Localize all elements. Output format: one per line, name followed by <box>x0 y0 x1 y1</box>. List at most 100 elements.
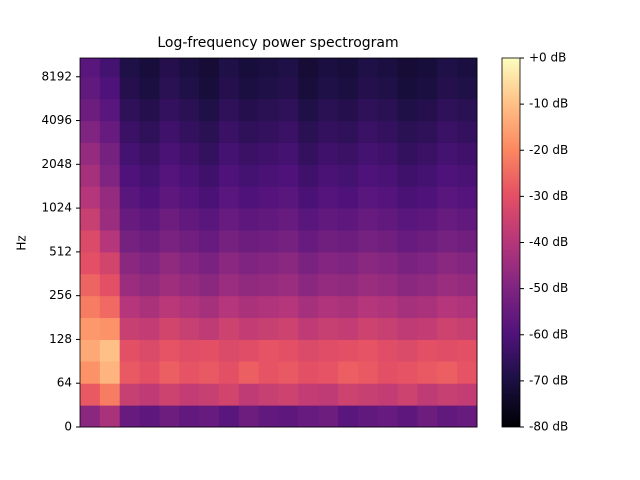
cell <box>218 383 240 406</box>
cell <box>159 120 180 143</box>
cell <box>99 273 121 297</box>
cell <box>338 142 359 165</box>
cell <box>338 273 359 297</box>
cell <box>159 76 180 100</box>
cell <box>397 360 418 384</box>
cell <box>457 251 478 275</box>
cell <box>278 317 299 340</box>
cell <box>417 229 438 253</box>
cell <box>437 98 458 122</box>
cell <box>80 273 101 297</box>
cell <box>99 360 121 384</box>
cell <box>318 186 339 209</box>
cell <box>119 295 141 319</box>
cell <box>99 58 121 78</box>
cell <box>278 360 299 384</box>
cell <box>179 229 200 253</box>
cell <box>119 383 141 406</box>
cell <box>218 295 240 319</box>
cell <box>99 98 121 122</box>
y-axis-label: Hz <box>15 235 29 250</box>
cell <box>338 208 359 231</box>
cell <box>397 405 418 428</box>
cell <box>397 317 418 340</box>
colorbar-tick-label: -80 dB <box>529 420 568 434</box>
cell <box>218 76 240 100</box>
cell <box>258 273 279 297</box>
cell <box>278 229 299 253</box>
cell <box>318 360 339 384</box>
cell <box>298 251 319 275</box>
cell <box>218 360 240 384</box>
y-tick-label: 8192 <box>41 69 72 83</box>
cell <box>377 405 399 428</box>
cell <box>417 339 438 362</box>
heatmap <box>80 58 478 428</box>
cell <box>457 98 478 122</box>
cell <box>258 339 279 362</box>
colorbar-tick-label: -20 dB <box>529 143 568 157</box>
cell <box>457 142 478 165</box>
y-tick-label: 256 <box>49 288 72 302</box>
cell <box>119 273 141 297</box>
cell <box>159 360 180 384</box>
cell <box>338 120 359 143</box>
cell <box>80 405 101 428</box>
cell <box>397 76 418 100</box>
cell <box>437 273 458 297</box>
cell <box>318 383 339 406</box>
cell <box>357 142 379 165</box>
cell <box>397 208 418 231</box>
cell <box>457 295 478 319</box>
cell <box>139 164 160 187</box>
cell <box>159 164 180 187</box>
cell <box>338 405 359 428</box>
colorbar-tick-label: -10 dB <box>529 97 568 111</box>
cell <box>318 98 339 122</box>
cell <box>218 273 240 297</box>
cell <box>437 76 458 100</box>
cell <box>80 58 101 78</box>
cell <box>417 58 438 78</box>
cell <box>357 295 379 319</box>
cell <box>119 58 141 78</box>
cell <box>437 251 458 275</box>
cell <box>397 339 418 362</box>
cell <box>199 339 220 362</box>
cell <box>298 120 319 143</box>
cell <box>377 229 399 253</box>
cell <box>377 273 399 297</box>
cell <box>338 98 359 122</box>
cell <box>159 295 180 319</box>
cell <box>139 273 160 297</box>
cell <box>199 142 220 165</box>
cell <box>99 164 121 187</box>
cell <box>238 186 260 209</box>
cell <box>80 360 101 384</box>
chart-title: Log-frequency power spectrogram <box>157 35 398 51</box>
cell <box>298 186 319 209</box>
cell <box>238 251 260 275</box>
cell <box>298 317 319 340</box>
cell <box>119 120 141 143</box>
cell <box>437 208 458 231</box>
cell <box>278 405 299 428</box>
cell <box>417 186 438 209</box>
cell <box>159 251 180 275</box>
colorbar <box>501 57 521 428</box>
cell <box>199 208 220 231</box>
cell <box>238 405 260 428</box>
cell <box>457 229 478 253</box>
cell <box>199 229 220 253</box>
cell <box>357 58 379 78</box>
cell <box>159 317 180 340</box>
cell <box>457 164 478 187</box>
cell <box>298 142 319 165</box>
cell <box>238 120 260 143</box>
cell <box>318 405 339 428</box>
cell <box>119 208 141 231</box>
cell <box>457 317 478 340</box>
cell <box>218 120 240 143</box>
colorbar-tick-label: -30 dB <box>529 189 568 203</box>
y-tick-label: 0 <box>64 420 72 434</box>
